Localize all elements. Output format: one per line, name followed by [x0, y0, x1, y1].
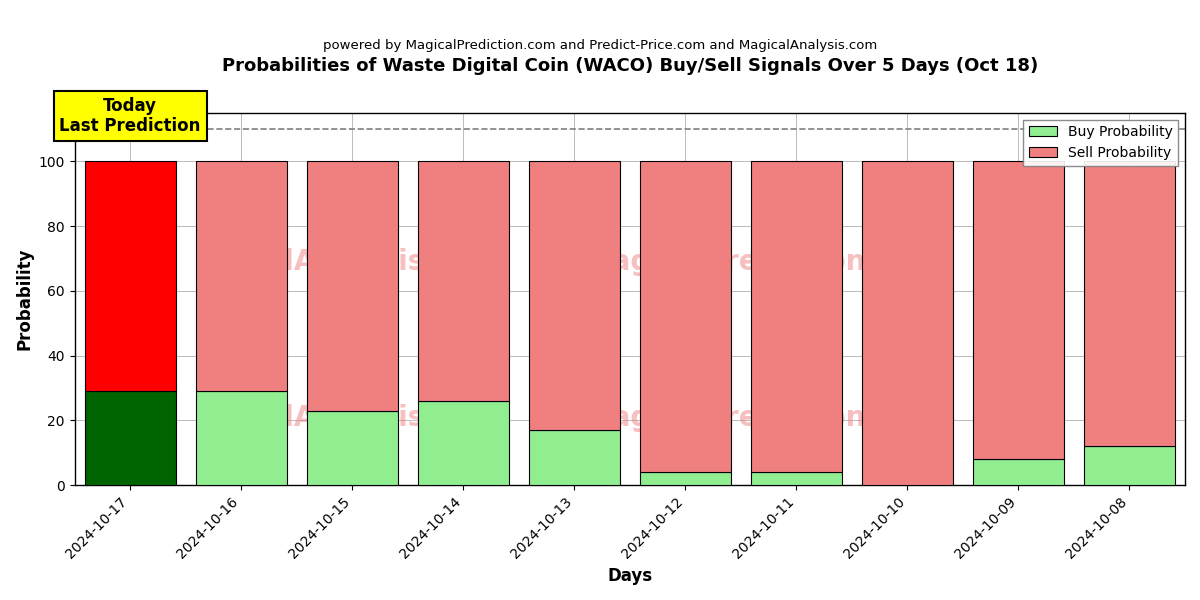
Bar: [529, 161, 620, 430]
Bar: [85, 391, 175, 485]
Bar: [196, 161, 287, 391]
Bar: [862, 161, 953, 485]
Bar: [751, 161, 842, 472]
Bar: [973, 459, 1064, 485]
Text: MagicalPrediction.com: MagicalPrediction.com: [584, 248, 941, 275]
Text: calAnalysis.com: calAnalysis.com: [250, 404, 499, 432]
Bar: [307, 161, 397, 410]
Bar: [418, 401, 509, 485]
Bar: [640, 472, 731, 485]
Text: Today
Last Prediction: Today Last Prediction: [60, 97, 200, 136]
Text: MagicalPrediction.com: MagicalPrediction.com: [584, 404, 941, 432]
Bar: [973, 161, 1064, 459]
Bar: [529, 430, 620, 485]
Text: powered by MagicalPrediction.com and Predict-Price.com and MagicalAnalysis.com: powered by MagicalPrediction.com and Pre…: [323, 39, 877, 52]
Bar: [640, 161, 731, 472]
Bar: [418, 161, 509, 401]
Bar: [307, 410, 397, 485]
Legend: Buy Probability, Sell Probability: Buy Probability, Sell Probability: [1024, 119, 1178, 166]
Bar: [196, 391, 287, 485]
Bar: [751, 472, 842, 485]
Bar: [1084, 446, 1175, 485]
X-axis label: Days: Days: [607, 567, 653, 585]
Bar: [1084, 161, 1175, 446]
Y-axis label: Probability: Probability: [16, 248, 34, 350]
Bar: [85, 161, 175, 391]
Text: calAnalysis.com: calAnalysis.com: [250, 248, 499, 275]
Title: Probabilities of Waste Digital Coin (WACO) Buy/Sell Signals Over 5 Days (Oct 18): Probabilities of Waste Digital Coin (WAC…: [222, 57, 1038, 75]
